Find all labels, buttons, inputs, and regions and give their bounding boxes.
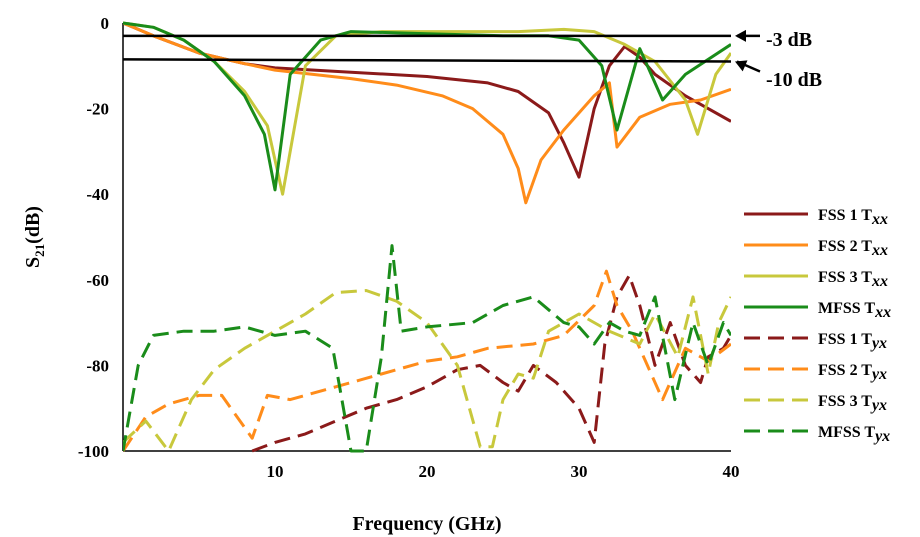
- reference-arrowhead-1: [735, 29, 746, 42]
- x-tick-label: 30: [571, 462, 588, 481]
- y-tick-label: -100: [78, 442, 109, 461]
- y-axis-title: S21(dB): [22, 206, 47, 268]
- reference-arrowhead-2: [735, 60, 748, 72]
- y-axis-title-tail: (dB): [22, 206, 44, 244]
- legend-label: FSS 3 Tyx: [818, 393, 887, 414]
- reference-lines: -3 dB -10 dB: [122, 29, 822, 91]
- reference-line-2: [122, 58, 732, 63]
- x-axis-title: Frequency (GHz): [352, 513, 501, 535]
- y-tick-label: 0: [101, 14, 110, 33]
- series-line-mfss-tyx: [123, 244, 731, 453]
- tick-labels: 0 -20 -40 -60 -80 -100 10 20 30 40: [78, 14, 740, 481]
- series-line-fss-1-tyx: [251, 274, 731, 453]
- y-tick-label: -40: [86, 185, 109, 204]
- series-line-fss-3-tyx: [123, 289, 731, 453]
- legend-label: FSS 2 Tyx: [818, 362, 887, 383]
- legend-label: FSS 1 Tyx: [818, 331, 887, 352]
- y-tick-label: -80: [86, 356, 109, 375]
- legend-label: FSS 1 Txx: [818, 207, 888, 228]
- legend-label: FSS 3 Txx: [818, 269, 888, 290]
- y-axis-title-sub: 21: [32, 244, 47, 257]
- plot-area: [122, 23, 731, 452]
- series-line-fss-2-txx: [123, 21, 731, 205]
- y-axis-title-main: S: [22, 257, 44, 268]
- legend-label: MFSS Tyx: [818, 424, 890, 445]
- y-tick-label: -60: [86, 271, 109, 290]
- y-tick-label: -20: [86, 100, 109, 119]
- legend-label: MFSS Txx: [818, 300, 891, 321]
- legend-label: FSS 2 Txx: [818, 238, 888, 259]
- x-tick-label: 40: [723, 462, 740, 481]
- x-tick-label: 10: [267, 462, 284, 481]
- legend: FSS 1 Txx FSS 2 Txx FSS 3 Txx MFSS Txx FSS 1…: [744, 207, 891, 445]
- x-tick-label: 20: [419, 462, 436, 481]
- reference-label-1: -3 dB: [766, 29, 812, 51]
- reference-label-2: -10 dB: [766, 69, 822, 91]
